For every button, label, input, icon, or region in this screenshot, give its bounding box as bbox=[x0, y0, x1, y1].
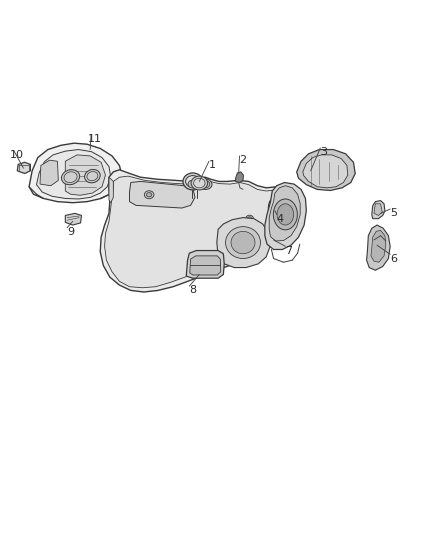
Ellipse shape bbox=[277, 204, 293, 225]
Ellipse shape bbox=[183, 173, 203, 190]
Ellipse shape bbox=[186, 175, 200, 187]
Polygon shape bbox=[40, 160, 58, 185]
Ellipse shape bbox=[188, 180, 198, 188]
Ellipse shape bbox=[198, 179, 212, 189]
Polygon shape bbox=[269, 185, 300, 241]
Text: 1: 1 bbox=[209, 160, 216, 171]
Polygon shape bbox=[190, 256, 221, 275]
Polygon shape bbox=[130, 181, 195, 208]
Ellipse shape bbox=[226, 227, 261, 259]
Polygon shape bbox=[265, 182, 306, 249]
Polygon shape bbox=[36, 150, 111, 199]
Text: 4: 4 bbox=[276, 214, 284, 224]
Ellipse shape bbox=[61, 169, 80, 185]
Polygon shape bbox=[29, 143, 122, 203]
Text: 11: 11 bbox=[88, 134, 102, 144]
Text: 9: 9 bbox=[67, 227, 74, 237]
Ellipse shape bbox=[147, 192, 152, 197]
Polygon shape bbox=[367, 225, 390, 270]
Polygon shape bbox=[303, 155, 348, 188]
Polygon shape bbox=[217, 217, 271, 268]
Text: 5: 5 bbox=[390, 208, 397, 219]
Polygon shape bbox=[374, 204, 382, 215]
Text: 6: 6 bbox=[390, 254, 397, 263]
Polygon shape bbox=[186, 251, 224, 278]
Text: 2: 2 bbox=[240, 155, 247, 165]
Ellipse shape bbox=[273, 199, 297, 230]
Ellipse shape bbox=[145, 191, 154, 199]
Polygon shape bbox=[65, 155, 106, 195]
Polygon shape bbox=[17, 163, 30, 173]
Polygon shape bbox=[105, 176, 288, 288]
Ellipse shape bbox=[85, 169, 100, 183]
Ellipse shape bbox=[247, 217, 252, 221]
Text: 10: 10 bbox=[10, 150, 24, 160]
Ellipse shape bbox=[268, 197, 282, 219]
Polygon shape bbox=[65, 213, 81, 225]
Polygon shape bbox=[372, 200, 385, 219]
Text: 7: 7 bbox=[285, 246, 293, 255]
Ellipse shape bbox=[231, 231, 255, 254]
Ellipse shape bbox=[200, 180, 210, 188]
Polygon shape bbox=[109, 177, 113, 203]
Ellipse shape bbox=[87, 172, 98, 181]
Ellipse shape bbox=[194, 178, 205, 188]
Polygon shape bbox=[100, 169, 292, 292]
Text: 3: 3 bbox=[320, 147, 327, 157]
Ellipse shape bbox=[64, 172, 77, 183]
Text: 8: 8 bbox=[189, 286, 196, 295]
Ellipse shape bbox=[246, 215, 254, 222]
Ellipse shape bbox=[272, 204, 278, 213]
Ellipse shape bbox=[191, 176, 208, 190]
Ellipse shape bbox=[271, 200, 279, 215]
Polygon shape bbox=[297, 150, 355, 190]
Polygon shape bbox=[236, 172, 244, 182]
Polygon shape bbox=[371, 230, 386, 262]
